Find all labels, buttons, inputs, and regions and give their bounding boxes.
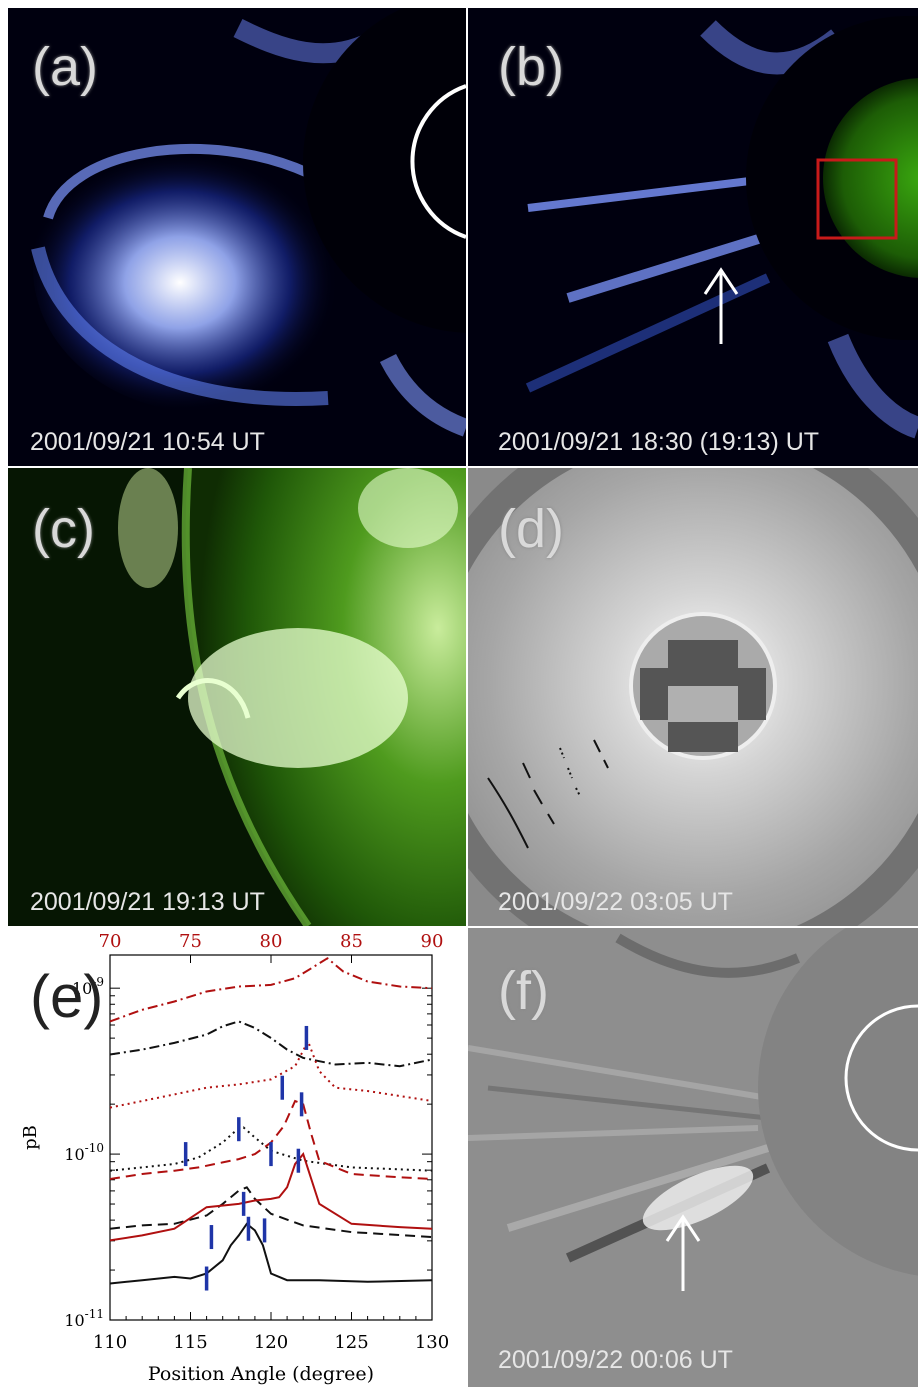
panel-a-timestamp: 2001/09/21 10:54 UT bbox=[30, 428, 265, 456]
panel-d-label: (d) bbox=[498, 499, 564, 559]
panel-e-chart: 110 115 120 125 130 70 75 80 85 90 10-9 10-10 10-11 P… bbox=[0, 928, 466, 1387]
x-top-tick-label: 80 bbox=[260, 931, 283, 952]
panel-c-label: (c) bbox=[32, 499, 95, 559]
panel-f-difference-image: (f) 2001/09/22 00:06 UT bbox=[468, 928, 918, 1387]
y-tick-label: 10-11 bbox=[64, 1307, 104, 1330]
x-tick-label: 110 bbox=[93, 1332, 127, 1353]
x-top-tick-label: 90 bbox=[421, 931, 444, 952]
series-line-4 bbox=[109, 1152, 433, 1242]
x-tick-label: 120 bbox=[254, 1332, 288, 1353]
panel-b-coronagraph-image: (b) 2001/09/21 18:30 (19:13) UT bbox=[468, 8, 918, 466]
series-line-1 bbox=[109, 1186, 433, 1238]
panel-b-label: (b) bbox=[498, 37, 564, 97]
panel-b-timestamp: 2001/09/21 18:30 (19:13) UT bbox=[498, 428, 820, 456]
panel-f-label: (f) bbox=[498, 961, 549, 1021]
x-axis-label: Position Angle (degree) bbox=[148, 1363, 374, 1385]
series-line-5 bbox=[109, 1099, 433, 1180]
series-line-6 bbox=[109, 1038, 433, 1109]
up-arrow-icon bbox=[703, 267, 739, 344]
panel-a-coronagraph-image: (a) 2001/09/21 10:54 UT bbox=[8, 8, 466, 466]
series-line-0 bbox=[109, 1222, 433, 1285]
x-top-tick-label: 70 bbox=[99, 931, 122, 952]
panel-e-label: (e) bbox=[30, 963, 104, 1030]
plot-frame bbox=[109, 954, 433, 1321]
x-tick-label: 130 bbox=[415, 1332, 449, 1353]
x-tick-label: 115 bbox=[173, 1332, 207, 1353]
x-top-tick-label: 85 bbox=[340, 931, 363, 952]
y-axis-label: pB bbox=[20, 1125, 41, 1150]
series-line-3 bbox=[109, 1020, 433, 1068]
series-line-7 bbox=[109, 957, 433, 1023]
panel-c-euv-image: (c) 2001/09/21 19:13 UT bbox=[8, 468, 466, 926]
y-tick-label: 10-10 bbox=[64, 1141, 104, 1164]
panel-d-polarized-brightness-image: (d) 2001/09/22 03:05 UT bbox=[468, 468, 918, 926]
x-tick-label: 125 bbox=[334, 1332, 368, 1353]
panel-c-timestamp: 2001/09/21 19:13 UT bbox=[30, 888, 265, 916]
panel-d-timestamp: 2001/09/22 03:05 UT bbox=[498, 888, 733, 916]
panel-f-timestamp: 2001/09/22 00:06 UT bbox=[498, 1346, 733, 1374]
x-top-tick-label: 75 bbox=[179, 931, 202, 952]
panel-a-label: (a) bbox=[32, 37, 98, 97]
up-arrow-icon bbox=[665, 1214, 701, 1291]
